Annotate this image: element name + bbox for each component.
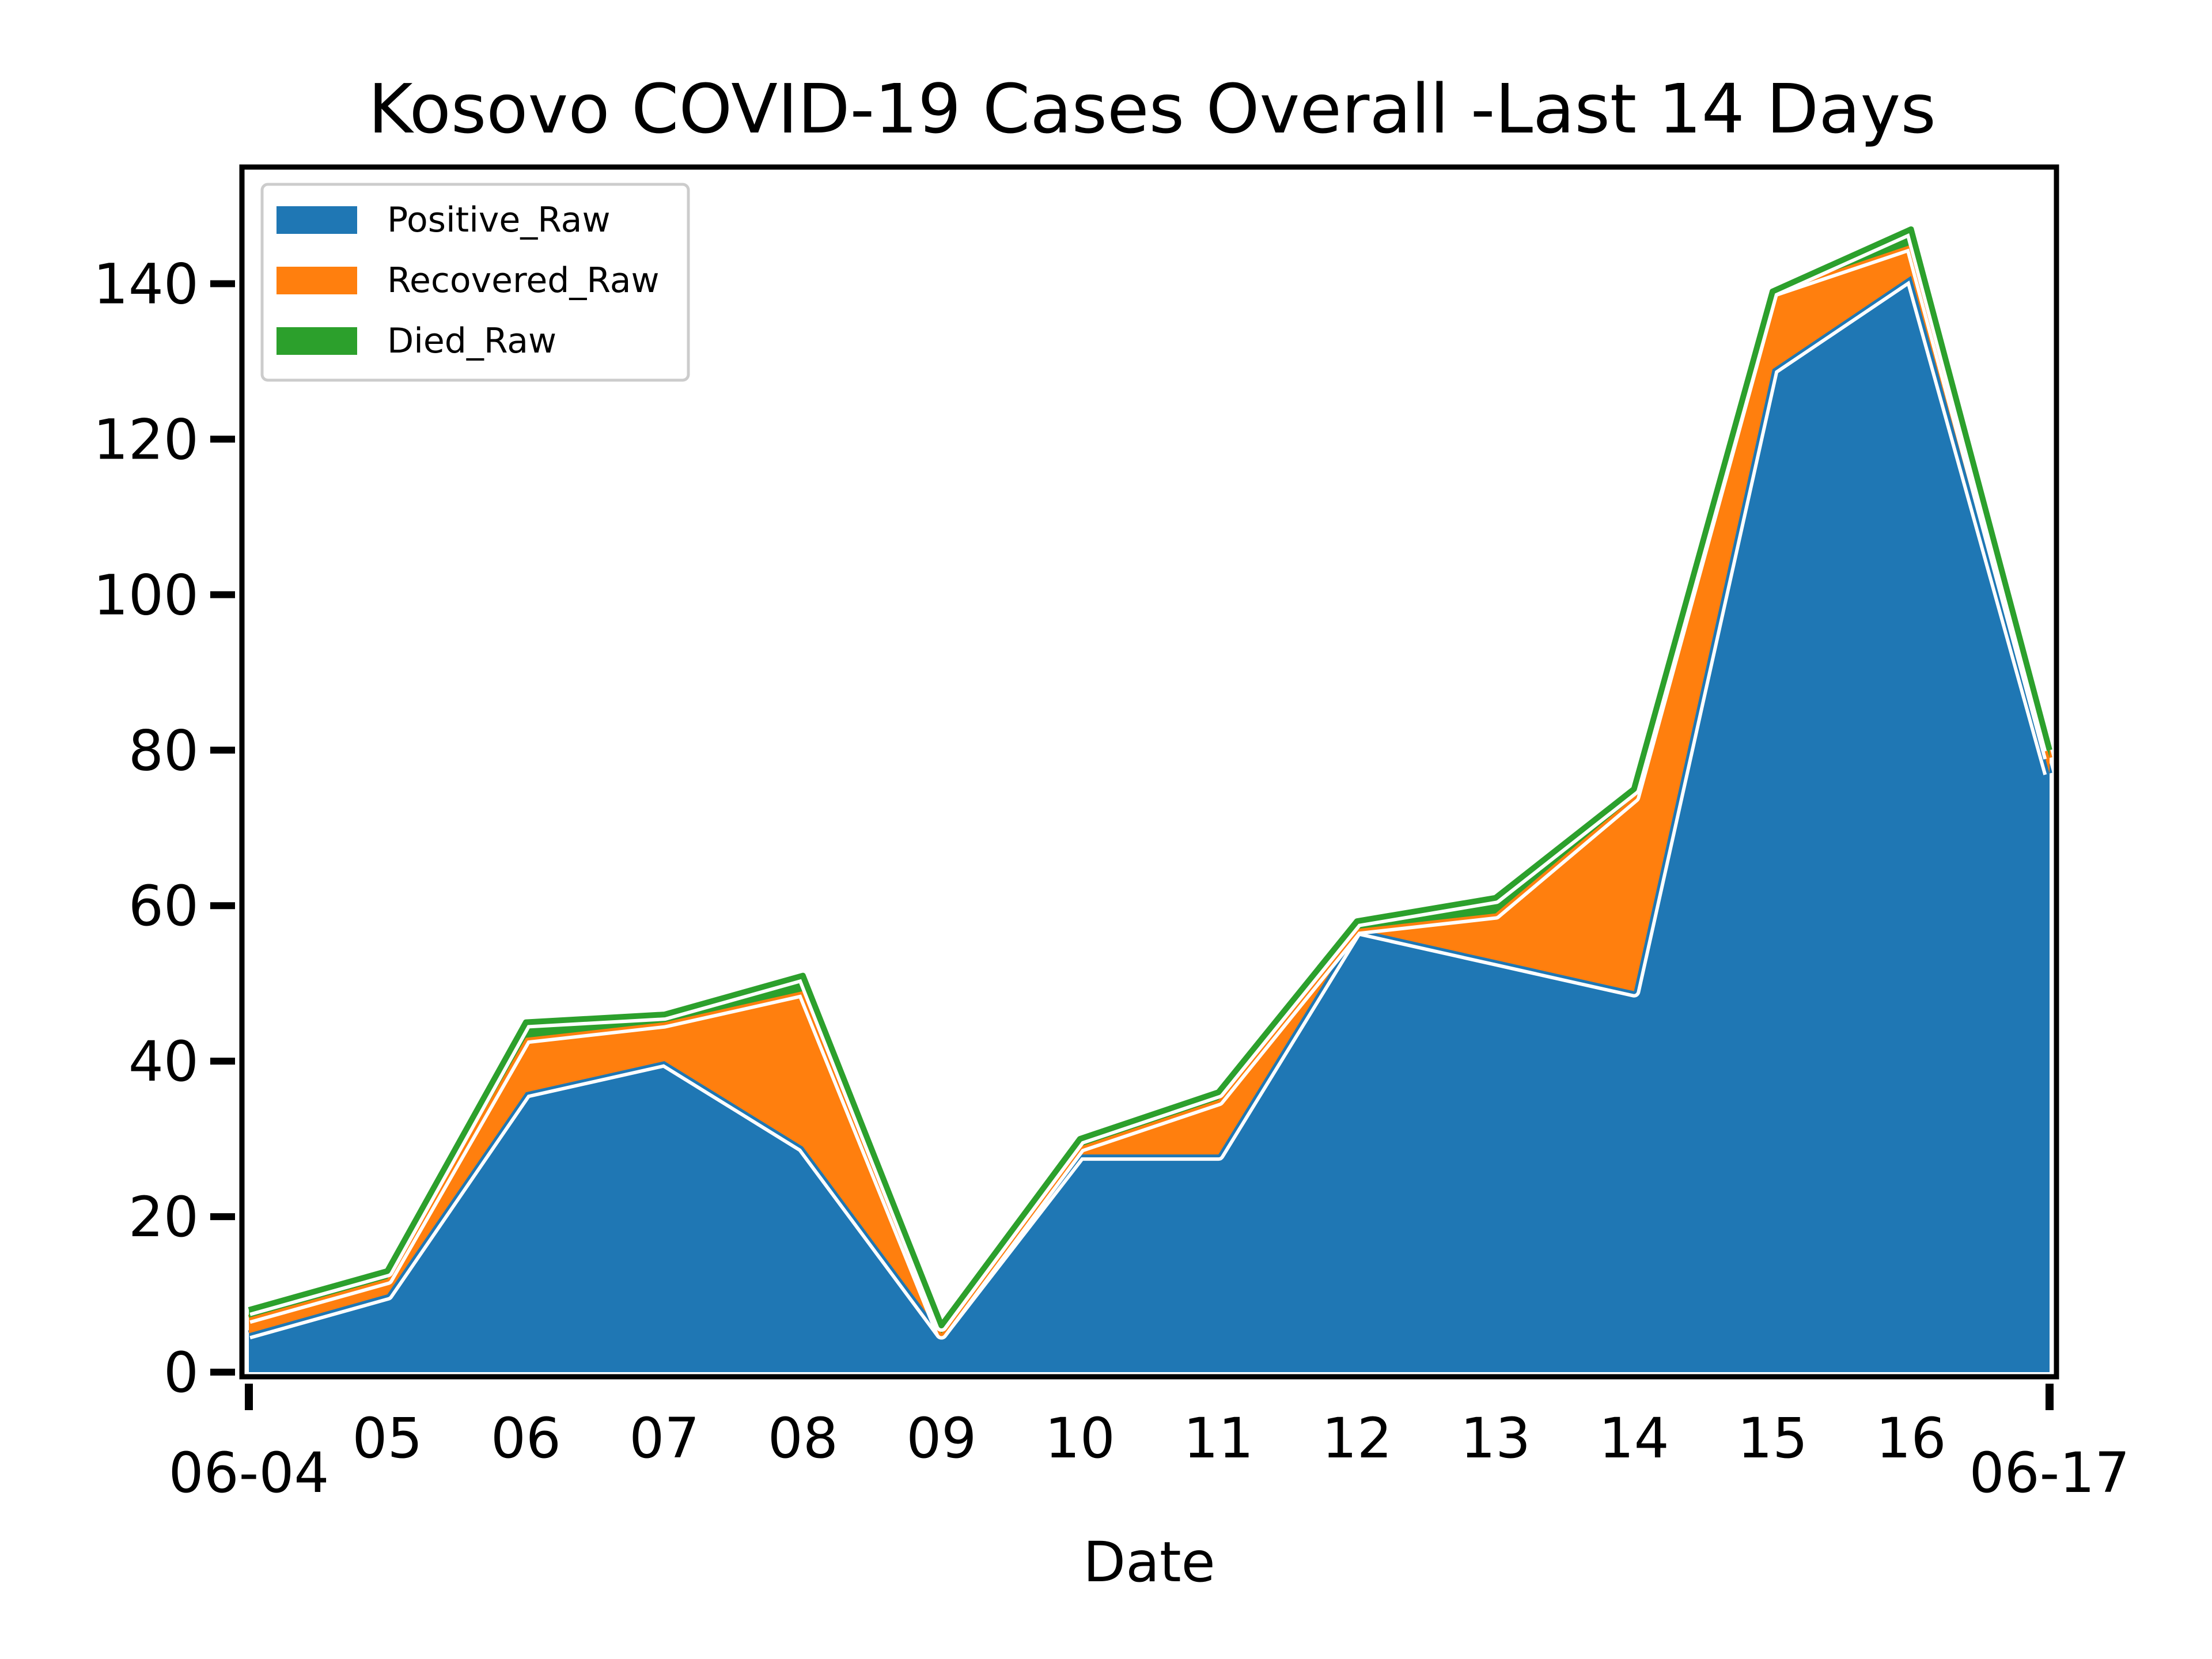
x-tick-label: 11 [1183,1406,1253,1471]
x-tick-label: 06-04 [169,1441,329,1505]
plot-areas [247,222,2056,1372]
y-tick-label: 20 [128,1185,199,1249]
legend-box [260,183,690,382]
x-axis-label: Date [1083,1530,1215,1594]
series-line-died-raw [248,226,2052,1329]
x-tick-label: 06 [491,1406,561,1471]
y-tick-label: 80 [128,718,199,783]
legend-label-died-raw: Died_Raw [387,321,556,361]
x-tick-label: 12 [1322,1406,1392,1471]
area-recovered-raw [249,244,2050,1334]
x-tick-label: 15 [1737,1406,1808,1471]
legend-swatch-recovered-raw [276,267,357,294]
x-tick-label: 14 [1599,1406,1669,1471]
plot-frame [239,164,2059,1380]
x-tick-label: 16 [1876,1406,1946,1471]
y-tick-label: 60 [128,874,199,938]
x-tick-label: 06-17 [1969,1441,2130,1505]
y-tick-label: 0 [164,1340,199,1405]
x-tick-label: 10 [1045,1406,1115,1471]
area-positive-raw [249,275,2050,1372]
legend-swatch-positive-raw [276,206,357,234]
x-tick-label: 07 [629,1406,699,1471]
legend: Positive_Raw Recovered_Raw Died_Raw [260,183,690,382]
y-tick-label: 40 [128,1029,199,1094]
y-tick-label: 120 [93,407,199,472]
legend-label-recovered-raw: Recovered_Raw [387,260,660,301]
x-tick-label: 08 [768,1406,838,1471]
y-tick-label: 140 [93,252,199,316]
x-tick-label: 05 [352,1406,422,1471]
x-tick-label: 09 [906,1406,976,1471]
chart-title: Kosovo COVID-19 Cases Overall -Last 14 D… [368,69,1936,149]
y-tick-label: 100 [93,563,199,627]
legend-swatch-died-raw [276,327,357,355]
x-axis: 06-04 05 06 07 08 09 10 11 12 13 14 15 16 06-17 [169,1384,2130,1505]
y-axis: 0 20 40 60 80 100 120 140 [93,252,235,1405]
x-tick-label: 13 [1460,1406,1531,1471]
legend-label-positive-raw: Positive_Raw [387,200,611,240]
